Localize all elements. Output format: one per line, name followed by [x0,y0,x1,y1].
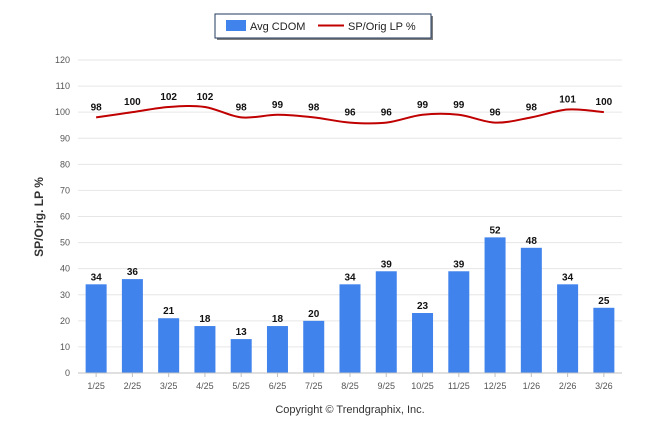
line-value-label: 102 [197,92,214,103]
line-value-label: 96 [344,108,356,119]
line-value-label: 98 [91,102,103,113]
legend: Avg CDOM SP/Orig LP % [214,13,433,40]
line-value-label: 99 [272,100,284,111]
y-tick-label: 80 [60,159,70,169]
bar [230,339,252,373]
line-value-label: 99 [417,100,429,111]
bar [557,284,579,373]
bar-value-label: 39 [453,259,465,270]
x-tick-label: 3/26 [595,381,613,391]
x-tick-label: 5/25 [232,381,250,391]
line-value-label: 98 [236,102,248,113]
y-tick-label: 20 [60,316,70,326]
bar [121,279,143,373]
bar [158,318,180,373]
bar-value-label: 18 [199,314,211,325]
bar-value-label: 21 [163,306,175,317]
bar-value-label: 23 [417,301,429,312]
y-tick-label: 120 [55,55,70,65]
bar [85,284,107,373]
bar-data-labels: 34 36 21 18 13 18 20 34 39 23 39 52 48 34 25 [91,225,610,338]
line-value-label: 101 [559,95,576,106]
y-axis-label: SP/Orig. LP % [32,177,46,257]
bar [448,271,470,373]
y-tick-label: 30 [60,290,70,300]
line-path [95,104,604,125]
bar-value-label: 13 [236,327,248,338]
bar [520,247,542,373]
y-tick-label: 90 [60,133,70,143]
y-tick-label: 50 [60,238,70,248]
legend-label-avg-cdom: Avg CDOM [250,21,305,33]
line-value-label: 100 [596,97,613,108]
x-tick-label: 11/25 [448,381,470,391]
y-tick-label: 40 [60,264,70,274]
legend-label-sp-orig-lp: SP/Orig LP % [348,21,416,33]
x-axis-ticks: 1/25 2/25 3/25 4/25 5/25 6/25 7/25 8/25 9/25 10/2… [87,373,613,391]
bar [303,320,325,373]
line-value-label: 96 [381,108,393,119]
legend-box [214,13,432,39]
bar-value-label: 52 [490,225,502,236]
bar [194,326,216,373]
line-value-label: 98 [308,102,320,113]
bar-series [85,237,615,373]
y-tick-label: 10 [60,342,70,352]
bar [484,237,506,373]
y-tick-label: 0 [65,368,70,378]
bar [412,313,434,373]
x-tick-label: 4/25 [196,381,214,391]
bar [266,326,288,373]
x-tick-label: 10/25 [411,381,434,391]
bar-value-label: 34 [562,272,574,283]
bar-value-label: 20 [308,309,320,320]
x-tick-label: 7/25 [305,381,323,391]
line-data-labels: 98 100 102 102 98 99 98 96 96 99 99 96 98 101 100 [91,92,613,119]
bar-value-label: 34 [344,272,356,283]
bar-value-label: 25 [598,296,610,307]
line-series [95,104,604,125]
y-tick-label: 60 [60,212,70,222]
line-value-label: 98 [526,102,538,113]
bar-value-label: 36 [127,267,139,278]
y-tick-label: 110 [56,81,70,91]
x-tick-label: 1/26 [523,381,541,391]
y-tick-label: 100 [55,107,70,117]
x-tick-label: 12/25 [484,381,507,391]
bar-value-label: 34 [91,272,103,283]
x-tick-label: 6/25 [269,381,287,391]
bar [339,284,361,373]
y-tick-label: 70 [60,185,70,195]
y-axis-ticks: 0 10 20 30 40 50 60 70 80 90 100 110 120 [55,55,70,378]
bar [593,307,615,373]
x-tick-label: 3/25 [160,381,178,391]
x-tick-label: 8/25 [341,381,359,391]
bar-value-label: 18 [272,314,284,325]
bar-value-label: 39 [381,259,393,270]
line-value-label: 96 [490,108,502,119]
x-tick-label: 2/25 [124,381,142,391]
x-tick-label: 2/26 [559,381,577,391]
x-tick-label: 9/25 [378,381,396,391]
bar [375,271,397,373]
line-value-label: 102 [160,92,177,103]
copyright-text: Copyright © Trendgraphix, Inc. [275,404,424,416]
legend-swatch-avg-cdom [226,20,246,31]
bar-value-label: 48 [526,236,538,247]
line-value-label: 100 [124,97,141,108]
x-tick-label: 1/25 [87,381,105,391]
line-value-label: 99 [453,100,465,111]
